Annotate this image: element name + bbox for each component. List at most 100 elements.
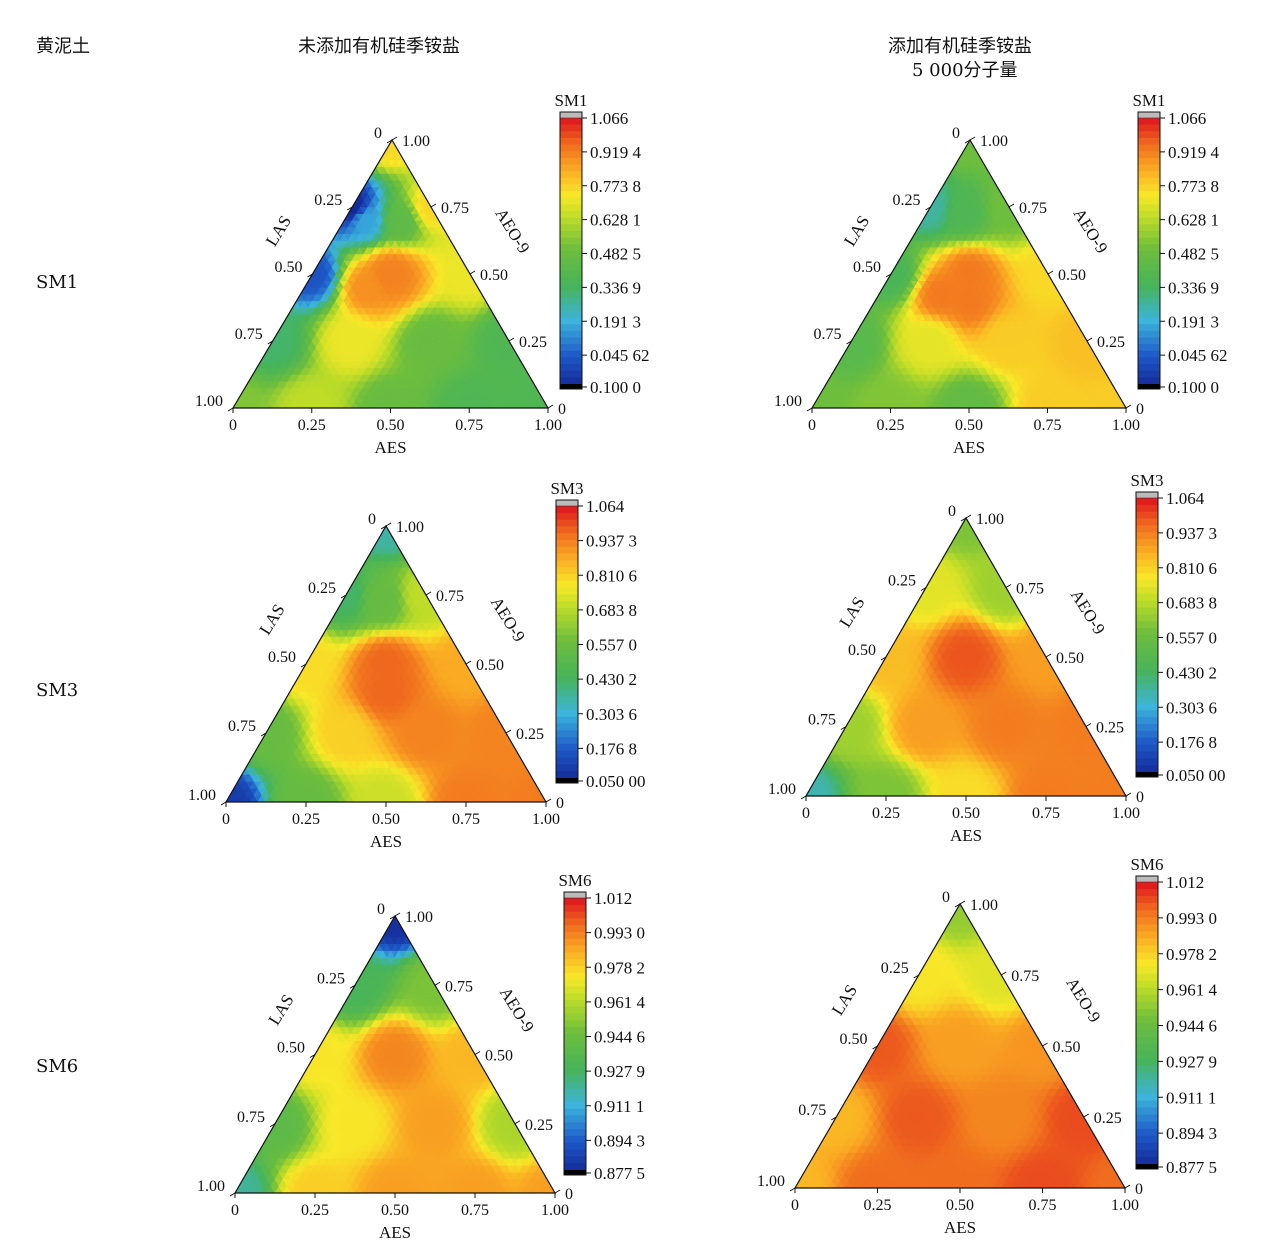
left-tick-label: 1.00 [774, 393, 802, 410]
bottom-tick-label: 0.25 [298, 417, 326, 434]
colorbar-tick-label: 0.430 2 [586, 670, 637, 689]
left-tick-label: 0.25 [881, 960, 909, 977]
colorbar-tick-label: 0.773 8 [1168, 177, 1219, 196]
row-label-sm3: SM3 [36, 680, 79, 701]
right-tick-label: 0 [558, 401, 566, 418]
colorbar-tick-label: 1.012 [1166, 873, 1204, 892]
colorbar-tick-label: 0.944 6 [594, 1028, 645, 1047]
bottom-tick-label: 0.25 [872, 805, 900, 822]
colorbar-tick-label: 0.176 8 [1166, 733, 1217, 752]
colorbar-tick-label: 0.683 8 [586, 601, 637, 620]
left-tick-label: 0 [952, 125, 960, 142]
colorbar-tick-label: 1.066 [590, 109, 628, 128]
colorbar-tick-label: 0.336 9 [1168, 278, 1219, 297]
bottom-tick-label: 1.00 [1111, 1197, 1139, 1214]
left-tick-label: 0.25 [314, 192, 342, 209]
colorbar-tick-label: 0.628 1 [590, 211, 641, 230]
bottom-tick-label: 0 [229, 417, 237, 434]
colorbar-tick-label: 0.191 3 [1168, 312, 1219, 331]
axis-title-aeo9: AEO-9 [1070, 205, 1112, 257]
axis-title-aes: AES [944, 1218, 976, 1237]
right-tick-label: 0.75 [1011, 968, 1039, 985]
column-title-with-line1: 添加有机硅季铵盐 [888, 36, 1032, 57]
contour-fill [232, 139, 549, 409]
colorbar-title: SM3 [550, 479, 583, 498]
right-tick-label: 1.00 [976, 511, 1004, 528]
bottom-tick-label: 0 [808, 417, 816, 434]
bottom-tick-label: 0.50 [377, 417, 405, 434]
colorbar-tick-label: 0.911 1 [594, 1097, 644, 1116]
colorbar-tick-label: 0.050 00 [586, 772, 646, 791]
right-tick-label: 0.50 [1058, 267, 1086, 284]
colorbar-tick-label: 0.978 2 [1166, 945, 1217, 964]
axis-title-aes: AES [374, 438, 406, 457]
right-tick-label: 0.50 [1053, 1039, 1081, 1056]
left-tick-label: 0.75 [814, 326, 842, 343]
right-tick-label: 1.00 [396, 519, 424, 536]
right-tick-label: 0 [1136, 789, 1144, 806]
bottom-tick-label: 0.75 [455, 417, 483, 434]
left-tick-label: 1.00 [188, 787, 216, 804]
column-title-without: 未添加有机硅季铵盐 [298, 36, 460, 57]
colorbar-tick-label: 0.927 9 [1166, 1052, 1217, 1071]
left-tick-label: 0.50 [268, 649, 296, 666]
left-tick-label: 0.25 [888, 573, 916, 590]
left-tick-label: 0.50 [277, 1040, 305, 1057]
bottom-tick-label: 1.00 [534, 417, 562, 434]
contour-fill [805, 517, 1127, 797]
colorbar-tick-label: 0.911 1 [1166, 1088, 1216, 1107]
colorbar-tick-label: 1.064 [1166, 489, 1205, 508]
colorbar-tick-label: 0.961 4 [1166, 981, 1218, 1000]
bottom-tick-label: 0 [802, 805, 810, 822]
contour-fill [234, 915, 556, 1194]
right-tick-label: 0.75 [1019, 200, 1047, 217]
axis-title-aes: AES [370, 832, 402, 851]
left-tick-label: 0.50 [840, 1031, 868, 1048]
right-tick-label: 0 [1136, 401, 1144, 418]
axis-title-aes: AES [953, 438, 985, 457]
colorbar-tick-label: 1.012 [594, 889, 632, 908]
right-tick-label: 0.25 [1096, 720, 1124, 737]
right-tick-label: 1.00 [402, 133, 430, 150]
colorbar-tick-label: 0.937 3 [586, 532, 637, 551]
bottom-tick-label: 0.50 [372, 811, 400, 828]
bottom-tick-label: 1.00 [541, 1202, 569, 1219]
colorbar-tick-label: 0.877 5 [594, 1164, 645, 1183]
left-tick-label: 0.25 [308, 580, 336, 597]
bottom-tick-label: 0.25 [301, 1202, 329, 1219]
colorbar-tick-label: 0.557 0 [1166, 629, 1217, 648]
colorbar-tick-label: 0.303 6 [1166, 698, 1217, 717]
colorbar-tick-label: 0.557 0 [586, 636, 637, 655]
left-tick-label: 0.25 [317, 970, 345, 987]
colorbar-tick-label: 0.045 62 [590, 346, 650, 365]
bottom-tick-label: 0.75 [1029, 1197, 1057, 1214]
colorbar-tick-label: 0.937 3 [1166, 524, 1217, 543]
left-tick-label: 0.75 [808, 712, 836, 729]
colorbar-tick-label: 0.336 9 [590, 278, 641, 297]
colorbar-tick-label: 0.045 62 [1168, 346, 1228, 365]
right-tick-label: 1.00 [970, 897, 998, 914]
left-tick-label: 0.75 [228, 718, 256, 735]
axis-title-las: LAS [828, 981, 861, 1018]
ternary-panel-5: 0 0.25 0.50 0.75 1.001.000.750.500.250 1.000.… [197, 871, 646, 1242]
bottom-tick-label: 0.25 [292, 811, 320, 828]
colorbar-tick-label: 0.482 5 [1168, 245, 1219, 264]
bottom-tick-label: 0.25 [864, 1197, 892, 1214]
axis-title-aeo9: AEO-9 [496, 984, 538, 1036]
bottom-tick-label: 0.50 [955, 417, 983, 434]
right-tick-label: 0.75 [436, 588, 464, 605]
colorbar-tick-label: 0.894 3 [1166, 1124, 1217, 1143]
bottom-tick-label: 0 [222, 811, 230, 828]
colorbar-tick-label: 0.482 5 [590, 245, 641, 264]
left-tick-label: 1.00 [197, 1178, 225, 1195]
right-tick-label: 0 [556, 795, 564, 812]
axis-title-aeo9: AEO-9 [487, 594, 529, 646]
colorbar-tick-label: 0.050 00 [1166, 766, 1226, 785]
bottom-tick-label: 1.00 [1112, 417, 1140, 434]
bottom-tick-label: 0.75 [1034, 417, 1062, 434]
bottom-tick-label: 0.75 [452, 811, 480, 828]
axis-title-aeo9: AEO-9 [1062, 974, 1104, 1026]
bottom-tick-label: 0.25 [877, 417, 905, 434]
